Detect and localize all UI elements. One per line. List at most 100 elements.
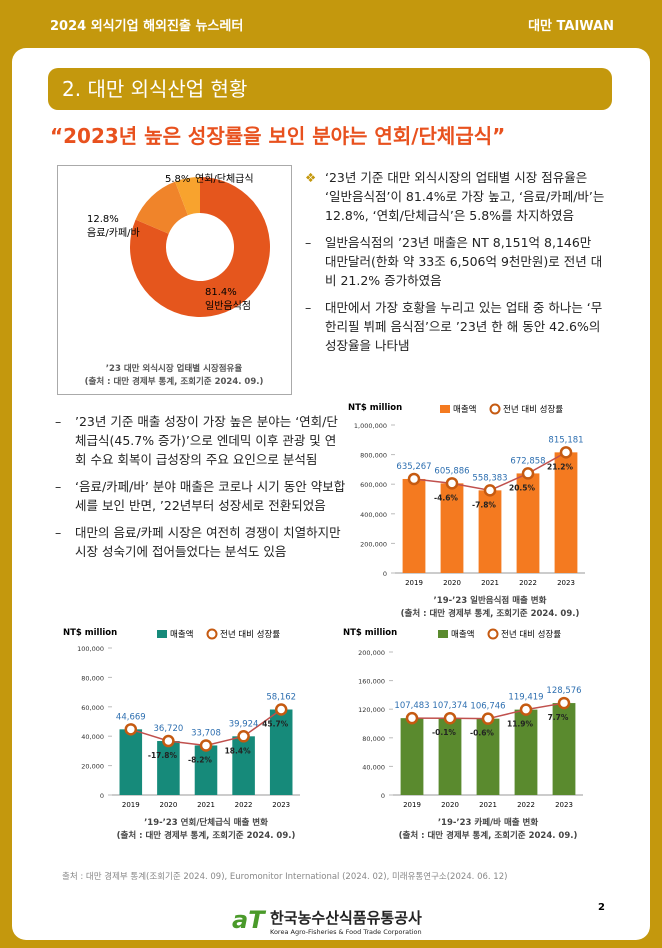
chart-source: (출처 : 대만 경제부 통계, 조회기준 2024. 09.) xyxy=(85,376,264,387)
growth-marker xyxy=(443,711,457,725)
bar-value-label: 558,383 xyxy=(472,473,507,483)
bullet-text: 일반음식점의 ’23년 매출은 NT 8,151억 8,146만 대만달러(한화… xyxy=(325,235,603,288)
bullets-left: – ’23년 기준 매출 성장이 가장 높은 분야는 ‘연회/단체급식(45.7%… xyxy=(55,412,347,569)
bullet: – ’23년 기준 매출 성장이 가장 높은 분야는 ‘연회/단체급식(45.7%… xyxy=(55,412,347,469)
chart-source: (출처 : 대만 경제부 통계, 조회기준 2024. 09.) xyxy=(399,830,578,841)
bar-value-label: 39,924 xyxy=(229,719,259,729)
y-tick-label: 800,000 xyxy=(360,452,387,460)
bar-value-label: 605,886 xyxy=(434,466,469,476)
growth-marker xyxy=(162,734,175,748)
bar-value-label: 119,419 xyxy=(508,693,543,703)
bullet-marker: – xyxy=(305,235,312,250)
bullet-marker: – xyxy=(305,300,312,315)
logo-mark: aT xyxy=(232,906,265,934)
x-tick-label: 2019 xyxy=(405,579,423,587)
bar-value-label: 672,858 xyxy=(510,456,545,466)
legend-label: 매출액 xyxy=(451,629,474,640)
y-tick-label: 0 xyxy=(381,792,385,800)
pie-slice xyxy=(135,181,188,234)
legend-swatch xyxy=(487,628,499,640)
pie-value-label: 81.4% xyxy=(205,287,237,298)
bar-value-label: 815,181 xyxy=(548,435,583,445)
growth-marker xyxy=(445,477,459,490)
y-tick-label: 80,000 xyxy=(362,735,385,743)
bullet-marker: ❖ xyxy=(305,170,317,185)
growth-label: -0.1% xyxy=(432,728,456,737)
legend-swatch xyxy=(157,630,167,638)
bar-value-label: 58,162 xyxy=(266,693,296,703)
bar-line-chart: NT$ million 매출액 전년 대비 성장률 0 200,000 400,000 60… xyxy=(348,403,585,619)
pie-slice xyxy=(130,177,270,317)
bar-line-chart: NT$ million 매출액 전년 대비 성장률 0 20,000 40,000 60,0… xyxy=(63,628,300,841)
x-tick-label: 2021 xyxy=(479,801,497,809)
bullet: – 일반음식점의 ’23년 매출은 NT 8,151억 8,146만 대만달러(한… xyxy=(305,233,605,290)
x-tick-label: 2021 xyxy=(481,579,499,587)
bullet-marker: – xyxy=(55,525,62,540)
pie-value-label: 5.8% xyxy=(165,174,190,185)
growth-marker xyxy=(199,739,213,752)
growth-label: 11.9% xyxy=(507,720,534,729)
bar xyxy=(119,729,143,795)
growth-marker xyxy=(481,712,495,725)
y-axis-label: NT$ million xyxy=(348,403,402,413)
logo-org: 한국농수산식품유통공사 xyxy=(270,909,422,927)
pie-category-label: 연회/단체급식 xyxy=(195,173,254,185)
growth-marker xyxy=(274,703,288,716)
legend-swatch xyxy=(438,630,448,638)
pie-category-label: 일반음식점 xyxy=(205,300,251,312)
bar-value-label: 107,483 xyxy=(394,701,429,711)
x-tick-label: 2022 xyxy=(235,801,253,809)
pie-category-label: 음료/카페/바 xyxy=(87,227,140,239)
x-tick-label: 2021 xyxy=(197,801,215,809)
growth-marker xyxy=(559,446,573,459)
bullet-text: ‘음료/카페/바’ 분야 매출은 코로나 시기 동안 약보합세를 보인 반면, … xyxy=(75,479,346,513)
chart-caption: ’19-’23 일반음식점 매출 변화 xyxy=(434,595,547,606)
y-axis-label: NT$ million xyxy=(63,628,117,638)
pie-slice xyxy=(175,177,200,216)
legend-label: 전년 대비 성장률 xyxy=(503,404,563,415)
bar-line-chart: NT$ million 매출액 전년 대비 성장률 0 40,000 80,000 120,… xyxy=(343,628,583,841)
chart-source: (출처 : 대만 경제부 통계, 조회기준 2024. 09.) xyxy=(117,830,296,841)
bar xyxy=(440,483,464,573)
y-tick-label: 600,000 xyxy=(360,481,387,489)
bar-value-label: 128,576 xyxy=(546,686,581,696)
growth-label: 7.7% xyxy=(548,713,569,722)
bar xyxy=(269,709,293,795)
y-tick-label: 400,000 xyxy=(360,511,387,519)
x-tick-label: 2020 xyxy=(441,801,459,809)
growth-marker xyxy=(124,723,138,736)
growth-marker xyxy=(407,472,421,486)
growth-label: -8.2% xyxy=(188,755,212,764)
bar xyxy=(476,718,500,795)
y-axis-label: NT$ million xyxy=(343,628,397,638)
legend-swatch xyxy=(440,405,450,413)
growth-label: -4.6% xyxy=(434,493,458,502)
bar xyxy=(554,452,578,573)
legend-label: 매출액 xyxy=(170,629,193,640)
page-number: 2 xyxy=(598,902,605,913)
growth-marker xyxy=(557,696,571,710)
y-tick-label: 0 xyxy=(100,792,104,800)
growth-marker xyxy=(519,703,533,716)
y-tick-label: 200,000 xyxy=(360,540,387,548)
growth-marker xyxy=(405,711,419,725)
header-country: 대만 TAIWAN xyxy=(528,19,614,34)
x-tick-label: 2022 xyxy=(517,801,535,809)
growth-marker xyxy=(237,730,250,743)
x-tick-label: 2020 xyxy=(443,579,461,587)
y-tick-label: 160,000 xyxy=(358,678,385,686)
chart-caption: ’19-’23 카페/바 매출 변화 xyxy=(438,817,539,828)
growth-label: 18.4% xyxy=(225,746,252,755)
legend-label: 매출액 xyxy=(453,404,476,415)
bar xyxy=(194,745,218,795)
y-tick-label: 40,000 xyxy=(362,763,385,771)
section-title: 2. 대만 외식산업 현황 xyxy=(48,68,612,110)
x-tick-label: 2023 xyxy=(557,579,575,587)
card xyxy=(12,48,650,940)
growth-label: -7.8% xyxy=(472,500,496,509)
header-title: 2024 외식기업 해외진출 뉴스레터 xyxy=(50,19,244,34)
growth-label: 20.5% xyxy=(509,483,536,492)
bar xyxy=(157,741,180,795)
bar xyxy=(514,709,538,795)
bullet: ❖ ‘23년 기준 대만 외식시장의 업태별 시장 점유율은 ‘일반음식점’이 8… xyxy=(305,168,605,225)
